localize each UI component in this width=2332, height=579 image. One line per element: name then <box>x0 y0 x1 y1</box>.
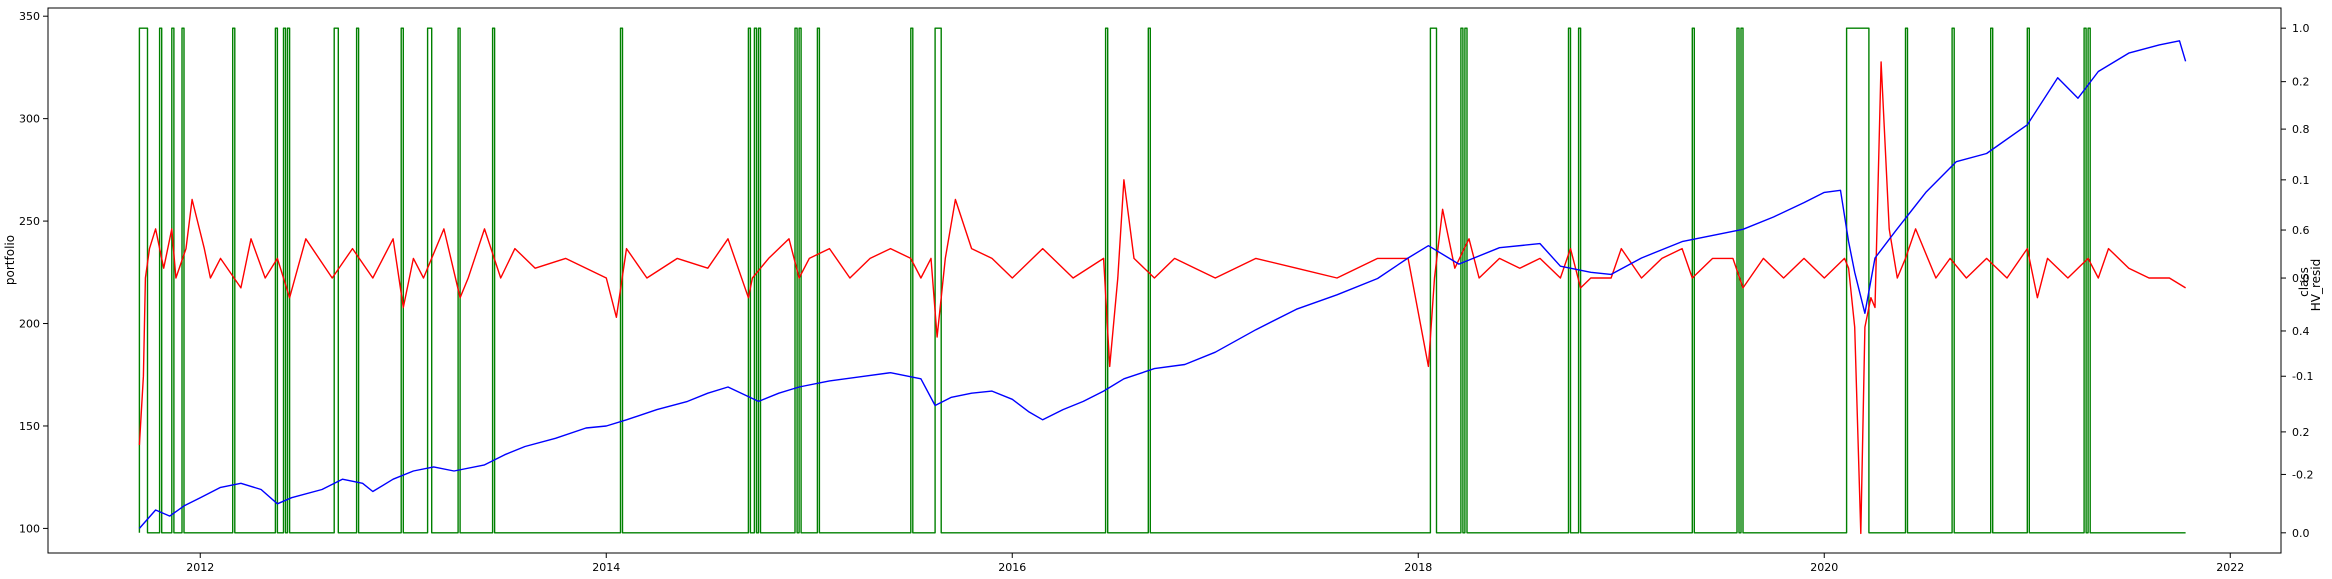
hv-resid-series-line <box>138 61 2186 535</box>
right-tick-label-hv-resid: 0.2 <box>2292 76 2310 89</box>
series-layer <box>138 27 2187 535</box>
x-tick-label: 2020 <box>1810 561 1838 574</box>
plot-frame <box>47 7 2282 554</box>
right-tick-label-class: 0.2 <box>2292 426 2310 439</box>
right-tick-label-hv-resid: 0.0 <box>2292 272 2310 285</box>
left-tick-label: 150 <box>19 420 40 433</box>
right-tick-label-class: 0.6 <box>2292 224 2310 237</box>
right-tick-label-hv-resid: 0.1 <box>2292 174 2310 187</box>
right-tick-label-class: 0.4 <box>2292 325 2310 338</box>
left-tick-label: 100 <box>19 522 40 535</box>
class-series-line <box>138 27 2186 534</box>
x-tick-label: 2016 <box>998 561 1026 574</box>
x-tick-label: 2018 <box>1404 561 1432 574</box>
right-tick-label-hv-resid: -0.2 <box>2292 468 2313 481</box>
right-axis-title-class: class <box>2297 267 2311 297</box>
left-tick-label: 200 <box>19 318 40 331</box>
right-tick-label-class: 0.0 <box>2292 527 2310 540</box>
x-tick-label: 2014 <box>592 561 620 574</box>
right-axis: 0.0 0.2 0.4 0.6 0.8 1.0 -0.2 -0.1 0.0 0.1 0.2 <box>2281 22 2313 540</box>
left-axis: 100 150 200 250 300 350 <box>19 10 48 535</box>
portfolio-series-line <box>138 40 2187 529</box>
left-tick-label: 250 <box>19 215 40 228</box>
right-tick-label-class: 0.8 <box>2292 123 2310 136</box>
left-axis-title: portfolio <box>3 235 17 285</box>
right-tick-label-hv-resid: -0.1 <box>2292 370 2313 383</box>
right-tick-label-class: 1.0 <box>2292 22 2310 35</box>
left-tick-label: 300 <box>19 113 40 126</box>
x-tick-label: 2022 <box>2216 561 2244 574</box>
left-tick-label: 350 <box>19 10 40 23</box>
x-axis: 2012 2014 2016 2018 2020 2022 <box>186 553 2244 574</box>
x-tick-label: 2012 <box>186 561 214 574</box>
right-axis-title-hv-resid: HV_resid <box>2309 259 2323 312</box>
